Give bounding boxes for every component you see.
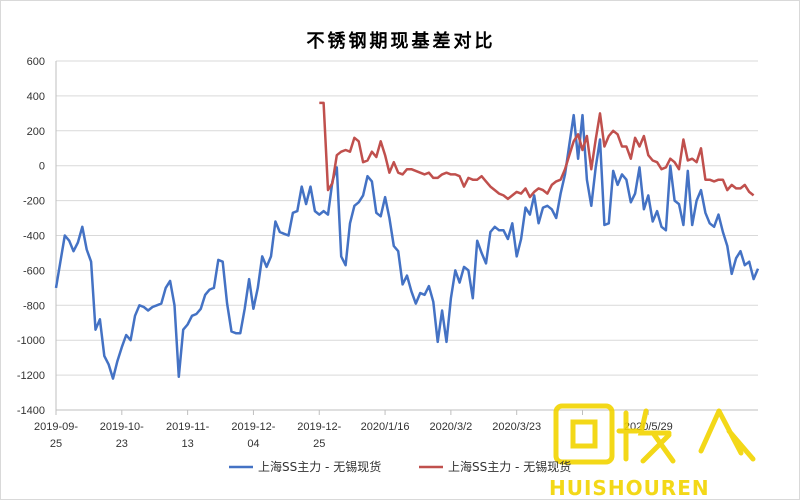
y-tick-label: 400 [27,91,45,103]
x-tick-label: 2019-12- [231,421,275,433]
y-tick-label: 600 [27,56,45,68]
watermark-text: HUISHOUREN [549,476,710,500]
x-tick-label-line2: 13 [182,438,194,450]
y-tick-label: -1200 [17,370,45,382]
x-tick-label: 2019-09- [34,421,78,433]
y-tick-label: -1400 [17,405,45,417]
x-tick-label: 2020/1/16 [361,421,410,433]
y-tick-label: 0 [39,161,45,173]
chart-title: 不锈钢期现基差对比 [307,30,496,52]
watermark-logo: HUISHOUREN [549,403,756,500]
x-tick-label-line2: 23 [116,438,128,450]
watermark-box-1 [553,403,615,465]
x-tick-label-line2: 25 [50,438,62,450]
gridlines [56,60,758,411]
legend-label-blue: 上海SS主力 - 无锡现货 [258,459,381,474]
series-lines [54,101,760,380]
series-line-blue [54,113,760,380]
x-tick-label-line2: 25 [313,438,325,450]
series-line-red [319,101,755,201]
legend-label-red: 上海SS主力 - 无锡现货 [448,459,571,474]
y-tick-label: -600 [23,265,45,277]
legend: 上海SS主力 - 无锡现货 上海SS主力 - 无锡现货 [229,459,571,474]
x-tick-label: 2019-10- [100,421,144,433]
x-tick-label-line2: 04 [247,438,259,450]
x-tick-label: 2020/3/2 [429,421,472,433]
watermark-box-1-inner [570,419,598,449]
y-tick-labels: 600 400 200 0 -200 -400 -600 -800 -1000 -1200 -140… [17,56,45,417]
axes [55,61,758,411]
watermark-person-icon [698,408,756,462]
x-tick-label: 2019-11- [166,421,210,433]
y-tick-label: 200 [27,126,45,138]
x-tick-label: 2019-12- [297,421,341,433]
y-tick-label: -400 [23,231,45,243]
watermark-glyph-2 [616,408,676,464]
y-tick-label: -800 [23,300,45,312]
x-tick-label: 2020/3/23 [492,421,541,433]
y-tick-label: -200 [23,196,45,208]
y-tick-label: -1000 [17,335,45,347]
